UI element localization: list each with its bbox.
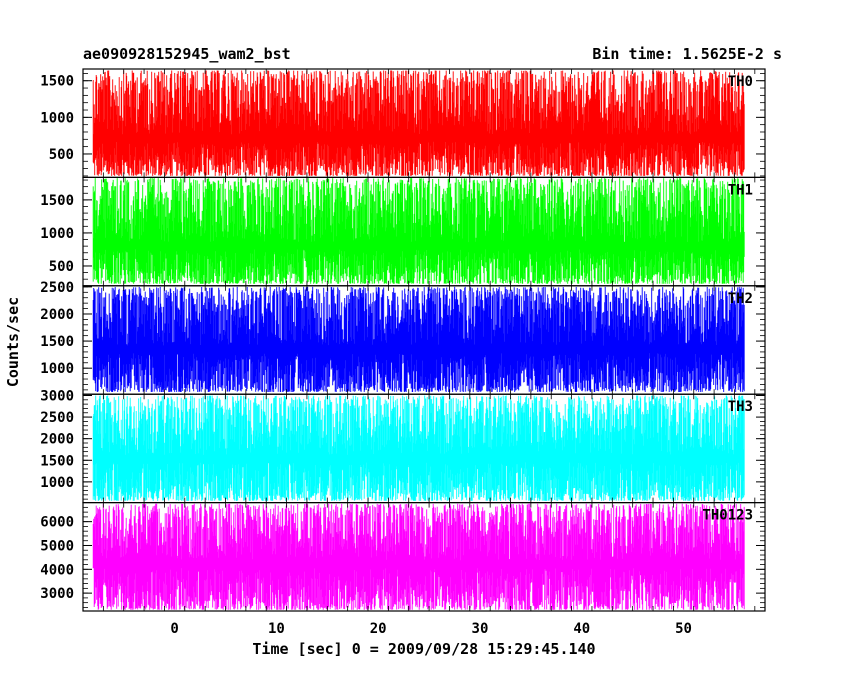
x-tick-label: 20 (370, 621, 387, 637)
y-tick-label: 2000 (40, 432, 74, 448)
x-tick-label: 40 (573, 621, 590, 637)
x-tick-label: 50 (675, 621, 692, 637)
panel-label-th0: TH0 (728, 74, 753, 90)
y-tick-label: 5000 (40, 538, 74, 554)
trace-th3 (92, 395, 745, 501)
y-tick-label: 2500 (40, 280, 74, 296)
bin-time-label: Bin time: 1.5625E-2 s (592, 45, 782, 63)
x-tick-label: 0 (170, 621, 178, 637)
y-tick-label: 1500 (40, 334, 74, 350)
x-tick-label: 30 (472, 621, 489, 637)
panel-label-th1: TH1 (728, 182, 753, 198)
trace-th0123 (92, 503, 745, 610)
y-tick-label: 3000 (40, 388, 74, 404)
panel-label-th2: TH2 (728, 291, 753, 307)
y-tick-label: 1000 (40, 226, 74, 242)
y-tick-label: 4000 (40, 562, 74, 578)
y-tick-label: 3000 (40, 586, 74, 602)
trace-th0 (92, 70, 745, 176)
figure-title: ae090928152945_wam2_bst (83, 45, 291, 63)
y-tick-label: 2500 (40, 410, 74, 426)
y-tick-label: 6000 (40, 515, 74, 531)
y-tick-label: 1500 (40, 453, 74, 469)
panel-label-th0123: TH0123 (702, 508, 753, 524)
panel-label-th3: TH3 (728, 399, 753, 415)
trace-th1 (92, 178, 745, 284)
x-tick-label: 10 (268, 621, 285, 637)
y-axis-label: Counts/sec (4, 297, 22, 387)
y-tick-label: 2000 (40, 307, 74, 323)
y-tick-label: 1000 (40, 361, 74, 377)
y-tick-label: 1500 (40, 193, 74, 209)
x-axis-label: Time [sec] 0 = 2009/09/28 15:29:45.140 (252, 640, 595, 658)
y-tick-label: 500 (49, 147, 74, 163)
trace-th2 (92, 286, 745, 392)
y-tick-label: 500 (49, 259, 74, 275)
panel-frame-th0123 (82, 502, 766, 612)
y-tick-label: 1000 (40, 110, 74, 126)
y-tick-label: 1500 (40, 74, 74, 90)
y-tick-label: 1000 (40, 475, 74, 491)
